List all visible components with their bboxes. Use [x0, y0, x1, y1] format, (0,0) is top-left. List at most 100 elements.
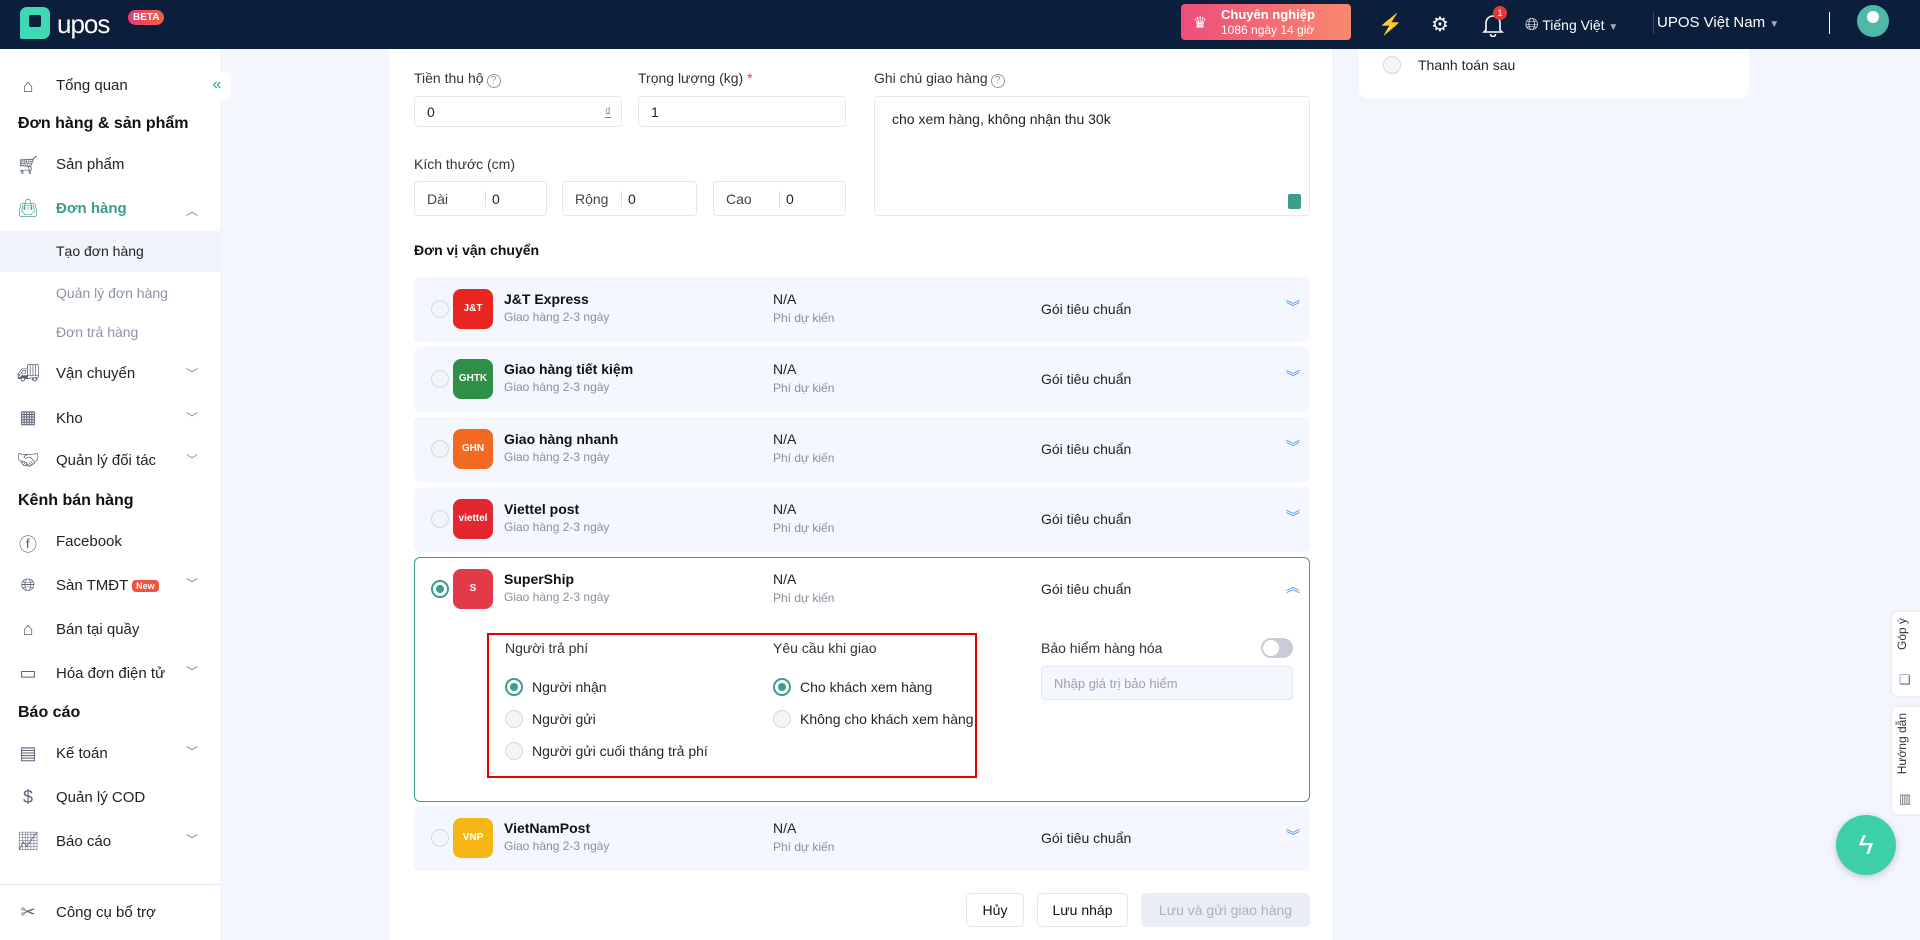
- carrier-name: VietNamPost: [504, 820, 591, 836]
- sidebar-item-returns[interactable]: Đơn trả hàng: [56, 324, 139, 340]
- chevron-down-icon[interactable]: ﹀: [186, 745, 199, 759]
- plan-badge[interactable]: ♛ Chuyên nghiệp 1086 ngày 14 giờ: [1181, 4, 1351, 40]
- plan-title: Chuyên nghiệp: [1221, 7, 1315, 22]
- radio-button[interactable]: [505, 678, 523, 696]
- note-textarea[interactable]: cho xem hàng, không nhận thu 30k: [874, 96, 1310, 216]
- cart-icon: 🛒︎: [16, 155, 40, 175]
- sidebar-item-create-order[interactable]: Tạo đơn hàng: [56, 243, 144, 259]
- globe-icon: 🌐︎: [1525, 15, 1539, 34]
- sidebar-item-partners[interactable]: Quản lý đối tác: [56, 452, 157, 469]
- carrier-logo-icon: S: [453, 569, 493, 609]
- carrier-row[interactable]: J&T J&T Express Giao hàng 2-3 ngày N/A P…: [414, 277, 1310, 342]
- sidebar-item-overview[interactable]: Tổng quan: [56, 77, 128, 94]
- chevron-down-icon[interactable]: ﹀: [186, 665, 199, 679]
- note-label: Ghi chú giao hàng?: [874, 70, 1005, 88]
- carrier-logo-icon: J&T: [453, 289, 493, 329]
- carrier-fee-label: Phí dự kiến: [773, 381, 835, 395]
- carrier-row[interactable]: GHTK Giao hàng tiết kiệm Giao hàng 2-3 n…: [414, 347, 1310, 412]
- save-and-ship-button[interactable]: Lưu và gửi giao hàng: [1141, 893, 1310, 927]
- sidebar-item-ecommerce[interactable]: Sàn TMĐT New: [56, 577, 159, 594]
- chevron-down-icon[interactable]: ﹀: [186, 411, 199, 425]
- sidebar-item-reports[interactable]: Báo cáo: [56, 833, 112, 850]
- carrier-row[interactable]: S SuperShip Giao hàng 2-3 ngày N/A Phí d…: [414, 557, 1310, 802]
- collapse-sidebar-button[interactable]: «: [203, 72, 231, 100]
- sidebar-item-einvoice[interactable]: Hóa đơn điện tử: [56, 665, 166, 682]
- help-icon[interactable]: ?: [990, 74, 1005, 88]
- guide-tab[interactable]: Hướng dẫn ▥: [1892, 707, 1920, 814]
- chevron-double-up-icon[interactable]: ︽: [1286, 579, 1300, 595]
- insurance-toggle[interactable]: [1261, 638, 1293, 658]
- divider: [1653, 12, 1654, 34]
- section-reports: Báo cáo: [18, 704, 81, 721]
- weight-input[interactable]: 1: [638, 96, 846, 127]
- radio-button[interactable]: [773, 710, 791, 728]
- carrier-logo-icon: viettel: [453, 499, 493, 539]
- pay-later-label: Thanh toán sau: [1418, 57, 1516, 73]
- chevron-double-down-icon[interactable]: ︾: [1286, 299, 1300, 315]
- sidebar-item-facebook[interactable]: Facebook: [56, 533, 122, 550]
- messenger-button[interactable]: ϟ: [1836, 815, 1896, 875]
- divider: [1829, 12, 1830, 34]
- company-selector[interactable]: UPOS Việt Nam ▼: [1657, 14, 1779, 31]
- chevron-down-icon[interactable]: ﹀: [186, 577, 199, 591]
- avatar[interactable]: [1857, 5, 1889, 37]
- carrier-row[interactable]: GHN Giao hàng nhanh Giao hàng 2-3 ngày N…: [414, 417, 1310, 482]
- carrier-radio[interactable]: [431, 370, 449, 388]
- section-channels: Kênh bán hàng: [18, 492, 134, 509]
- chevron-down-icon[interactable]: ﹀: [186, 453, 199, 467]
- note-template-icon[interactable]: [1288, 194, 1301, 209]
- chevron-double-down-icon[interactable]: ︾: [1286, 369, 1300, 385]
- sidebar-item-shipping[interactable]: Vận chuyển: [56, 365, 136, 382]
- chevron-down-icon[interactable]: ﹀: [186, 833, 199, 847]
- carrier-radio[interactable]: [431, 580, 449, 598]
- truck-icon: 🚚︎: [16, 363, 40, 383]
- chevron-up-icon[interactable]: ︿: [186, 204, 199, 218]
- chevron-down-icon[interactable]: ﹀: [186, 367, 199, 381]
- gear-icon[interactable]: ⚙: [1431, 14, 1449, 36]
- save-draft-button[interactable]: Lưu nháp: [1037, 893, 1128, 927]
- width-input[interactable]: Rộng 0: [562, 181, 697, 216]
- carrier-row[interactable]: viettel Viettel post Giao hàng 2-3 ngày …: [414, 487, 1310, 552]
- carrier-row[interactable]: VNP VietNamPost Giao hàng 2-3 ngày N/A P…: [414, 806, 1310, 871]
- length-input[interactable]: Dài 0: [414, 181, 547, 216]
- feedback-tab[interactable]: Góp ý ❏: [1892, 612, 1920, 696]
- chevron-double-down-icon[interactable]: ︾: [1286, 828, 1300, 844]
- cod-label: Tiền thu hộ?: [414, 70, 501, 88]
- delivery-requirement-label: Yêu cầu khi giao: [773, 640, 877, 656]
- carrier-radio[interactable]: [431, 829, 449, 847]
- carrier-radio[interactable]: [431, 510, 449, 528]
- carrier-package: Gói tiêu chuẩn: [1041, 371, 1132, 387]
- radio-label: Cho khách xem hàng: [800, 679, 933, 695]
- payer-label: Người trả phí: [505, 640, 589, 656]
- sidebar-item-manage-orders[interactable]: Quản lý đơn hàng: [56, 285, 168, 301]
- cancel-button[interactable]: Hủy: [966, 893, 1024, 927]
- help-icon[interactable]: ?: [486, 74, 501, 88]
- sidebar-item-cod[interactable]: Quản lý COD: [56, 789, 146, 806]
- insurance-label: Bảo hiểm hàng hóa: [1041, 640, 1163, 656]
- radio-button[interactable]: [505, 710, 523, 728]
- upos-logo-icon[interactable]: [20, 7, 50, 39]
- carrier-radio[interactable]: [431, 440, 449, 458]
- language-selector[interactable]: 🌐︎ Tiếng Việt ▼: [1525, 15, 1618, 35]
- chevron-double-down-icon[interactable]: ︾: [1286, 439, 1300, 455]
- chevron-double-down-icon[interactable]: ︾: [1286, 509, 1300, 525]
- sidebar-item-orders[interactable]: Đơn hàng: [56, 200, 127, 217]
- insurance-value-input[interactable]: Nhập giá trị bảo hiểm: [1041, 666, 1293, 700]
- quick-actions-icon[interactable]: ⚡: [1378, 14, 1403, 36]
- radio-button[interactable]: [773, 678, 791, 696]
- carrier-radio[interactable]: [431, 300, 449, 318]
- carrier-fee-label: Phí dự kiến: [773, 451, 835, 465]
- carrier-fee: N/A: [773, 291, 797, 307]
- tools-icon: ✂: [20, 902, 36, 922]
- pay-later-radio[interactable]: [1383, 56, 1401, 74]
- height-input[interactable]: Cao 0: [713, 181, 846, 216]
- logo-text[interactable]: upos: [57, 9, 110, 39]
- sidebar-item-tools[interactable]: Công cụ bổ trợ: [56, 904, 156, 921]
- sidebar-item-accounting[interactable]: Kế toán: [56, 745, 108, 762]
- sidebar-item-warehouse[interactable]: Kho: [56, 410, 83, 427]
- radio-button[interactable]: [505, 742, 523, 760]
- sidebar-item-pos[interactable]: Bán tại quầy: [56, 621, 140, 638]
- active-item-bg: [0, 231, 220, 272]
- sidebar-item-products[interactable]: Sản phẩm: [56, 156, 125, 173]
- cod-input[interactable]: 0 ₫: [414, 96, 622, 127]
